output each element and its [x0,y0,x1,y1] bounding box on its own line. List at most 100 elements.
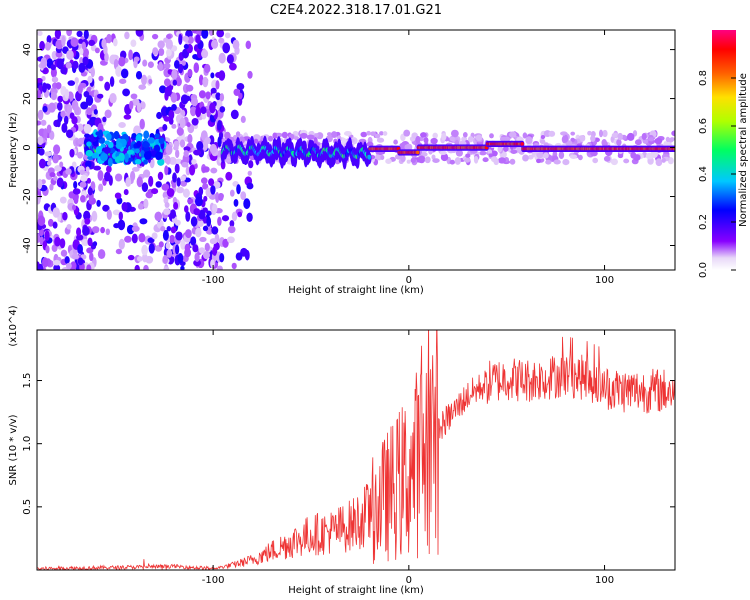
spectrogram-cell [222,238,229,248]
spectrogram-cell [100,152,108,162]
spectrogram-cell [115,66,122,77]
spectrogram-cell [182,188,190,198]
spectrogram-cell [161,183,170,191]
spectrogram-cell [475,134,483,141]
spectrogram-cell [171,182,177,188]
spectrogram-cell [114,192,122,199]
spectrogram-cell [135,30,144,37]
spectrogram-cell [235,252,243,261]
spectrogram-cell [216,30,225,38]
spectrogram-cell [451,129,459,138]
spectrogram-cell [97,249,106,260]
spectrogram-cell [669,137,675,142]
spectrogram-cell [247,170,253,176]
spectrogram-cell [118,122,126,128]
spectrogram-cell [634,139,642,146]
y-tick-label: 40 [22,43,33,56]
spectrogram-cell [76,30,83,38]
spectrogram-cell [52,207,60,218]
spectrogram-cell [212,246,218,256]
y-tick-label: 20 [22,92,33,105]
spectrogram-cell [101,38,107,49]
spectrogram-cell [536,158,541,164]
spectrogram-cell [418,155,426,164]
y-tick-label: 0 [22,144,33,150]
spectrogram-cell [174,244,180,255]
spectrogram-cell [423,137,429,144]
spectrogram-cell [89,252,94,262]
y-tick-label: -40 [22,237,33,253]
figure-title: C2E4.2022.318.17.01.G21 [270,3,442,18]
spectrogram-cell [100,226,105,234]
spectrogram-cell [69,112,75,120]
spectrogram-cell [432,158,440,164]
spectrogram-cell [64,89,70,99]
spectrogram-cell [219,106,226,113]
spectrogram-cell [79,169,85,176]
spectrogram-cell [374,133,381,139]
spectrogram-cell [158,47,165,57]
spectrogram-cell [151,33,159,40]
spectrogram-cell [406,159,411,164]
spectrogram-cell [47,218,54,227]
spectrogram-cell [135,134,143,144]
spectrogram-cell [56,101,63,111]
spectrogram-cell [67,80,76,86]
spectrogram-cell [91,226,100,234]
spectrogram-cell [227,225,236,234]
spectrogram-cell [83,30,89,40]
spectrogram-cell [630,151,637,159]
spectrogram-cell [246,212,253,222]
spectrogram-cell [88,39,96,47]
spectrogram-cell [202,139,209,151]
spectrogram-cell [603,155,611,162]
spectrogram-cell [253,138,259,144]
spectrogram-cell [139,118,145,130]
spectrogram-cell [87,75,93,84]
spectrogram-cell [611,132,620,138]
spectrogram-cell [162,255,169,264]
spectrogram-cell [661,157,666,163]
spectrogram-cell [147,137,155,144]
spectrogram-cell [190,97,199,107]
spectrogram-cell [40,119,47,126]
spectrogram-cell [244,249,250,261]
spectrogram-cell [87,237,93,247]
spectrogram-cell [166,226,172,232]
spectrogram-cell [115,248,123,255]
spectrogram-cell [180,94,189,105]
spectrogram-cell [229,220,235,228]
spectrogram-cell [61,122,68,134]
spectrogram-cell [185,229,192,239]
spectrogram-cell [166,188,175,197]
spectrogram-cell [56,177,64,188]
spectrogram-cell [202,225,209,232]
spectrogram-cell [147,237,155,244]
spectrogram-cell [85,160,92,169]
spectrogram-cell [121,202,128,212]
spectrogram-cell [124,235,132,243]
spectrogram-cell [420,132,427,138]
spectrogram-cell [385,158,392,164]
spectrogram-cell [93,165,102,171]
spectrogram-cell [164,202,170,208]
spectrogram-cell [570,137,576,143]
spectrogram-cell [393,139,398,145]
spectrogram-cell [66,30,72,37]
spectrogram-cell [198,247,206,254]
y-tick-label: 1.5 [22,373,33,389]
spectrogram-cell [499,136,507,142]
spectrogram-cell [143,130,150,139]
spectrogram-cell [171,123,177,129]
spectrogram-cell [281,131,288,139]
x-tick-label: 100 [595,575,614,586]
spectrogram-cell [601,138,607,147]
spectrogram-cell [106,209,112,220]
spectrogram-frame [36,29,676,271]
spectrogram-cell [148,78,153,85]
spectrogram-cell [65,129,74,139]
spectrogram-cell [610,158,618,166]
spectrogram-cell [59,196,67,204]
spectrogram-cell [37,89,41,100]
spectrogram-cell [202,76,209,88]
